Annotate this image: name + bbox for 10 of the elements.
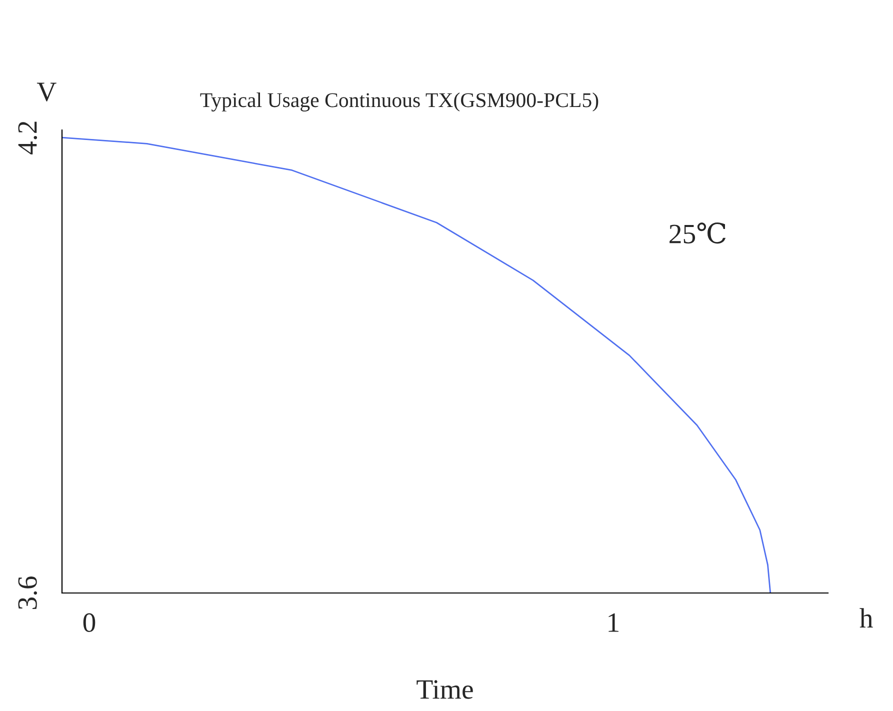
- x-tick-label: 1: [608, 613, 618, 632]
- y-tick-label: 4.2: [18, 122, 38, 154]
- x-tick-label: 0: [83, 613, 96, 632]
- annotation: 25℃: [670, 222, 726, 244]
- x-axis-title: Time: [416, 680, 473, 699]
- line-series: [62, 136, 772, 593]
- y-axis-title: V: [36, 82, 56, 102]
- y-tick-label: 3.6: [18, 576, 38, 610]
- chart-title: Typical Usage Continuous TX(GSM900-PCL5): [200, 92, 598, 112]
- text: h: [860, 608, 873, 628]
